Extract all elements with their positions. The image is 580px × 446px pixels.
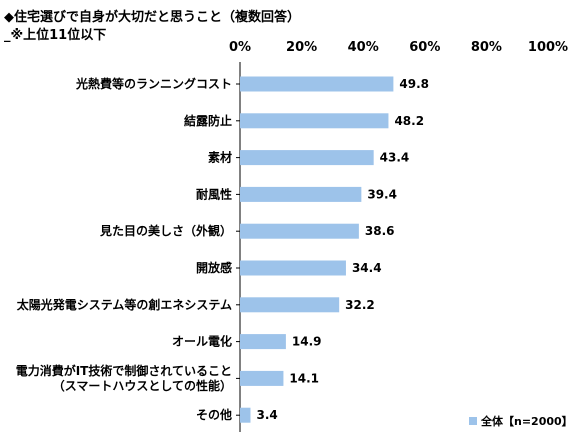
x-tick-label: 60% [409,40,440,55]
bar [240,260,346,276]
x-tick-label: 20% [286,40,317,55]
chart-subtitle: _※上位11位以下 [4,28,107,43]
data-label: 39.4 [367,187,397,201]
category-label: オール電化 [172,334,232,349]
data-label: 14.9 [292,335,322,349]
bar [240,113,389,129]
legend-swatch [469,417,477,425]
x-tick-label: 0% [229,40,251,55]
category-label: 開放感 [196,260,232,275]
bar [240,407,251,423]
category-label: 見た目の美しさ（外観） [99,223,232,238]
data-label: 3.4 [256,408,277,422]
data-label: 43.4 [380,151,410,165]
category-label: 素材 [208,150,232,165]
bar [240,76,394,92]
category-label: 電力消費がIT技術で制御されていること [16,363,232,378]
bar [240,186,362,202]
data-label: 34.4 [352,261,382,275]
x-tick-label: 40% [348,40,379,55]
bar [240,297,340,313]
data-label: 14.1 [289,371,319,385]
x-tick-label: 80% [471,40,502,55]
category-label: 光熱費等のランニングコスト [75,76,232,91]
data-label: 48.2 [394,114,424,128]
bar [240,334,286,350]
bar [240,223,359,239]
data-label: 32.2 [345,298,375,312]
data-label: 38.6 [365,224,395,238]
category-label: （スマートハウスとしての性能） [53,378,232,393]
category-label: 太陽光発電システム等の創エネシステム [17,297,232,312]
category-label: その他 [196,407,232,422]
category-label: 結露防止 [184,113,232,128]
x-tick-label: 100% [528,40,568,55]
bar [240,370,284,386]
data-label: 49.8 [399,77,429,91]
legend-label: 全体【n=2000】 [480,414,573,428]
bar [240,150,374,166]
chart-title: ◆住宅選びで自身が大切だと思うこと（複数回答） [4,10,300,25]
category-label: 耐風性 [196,186,232,201]
